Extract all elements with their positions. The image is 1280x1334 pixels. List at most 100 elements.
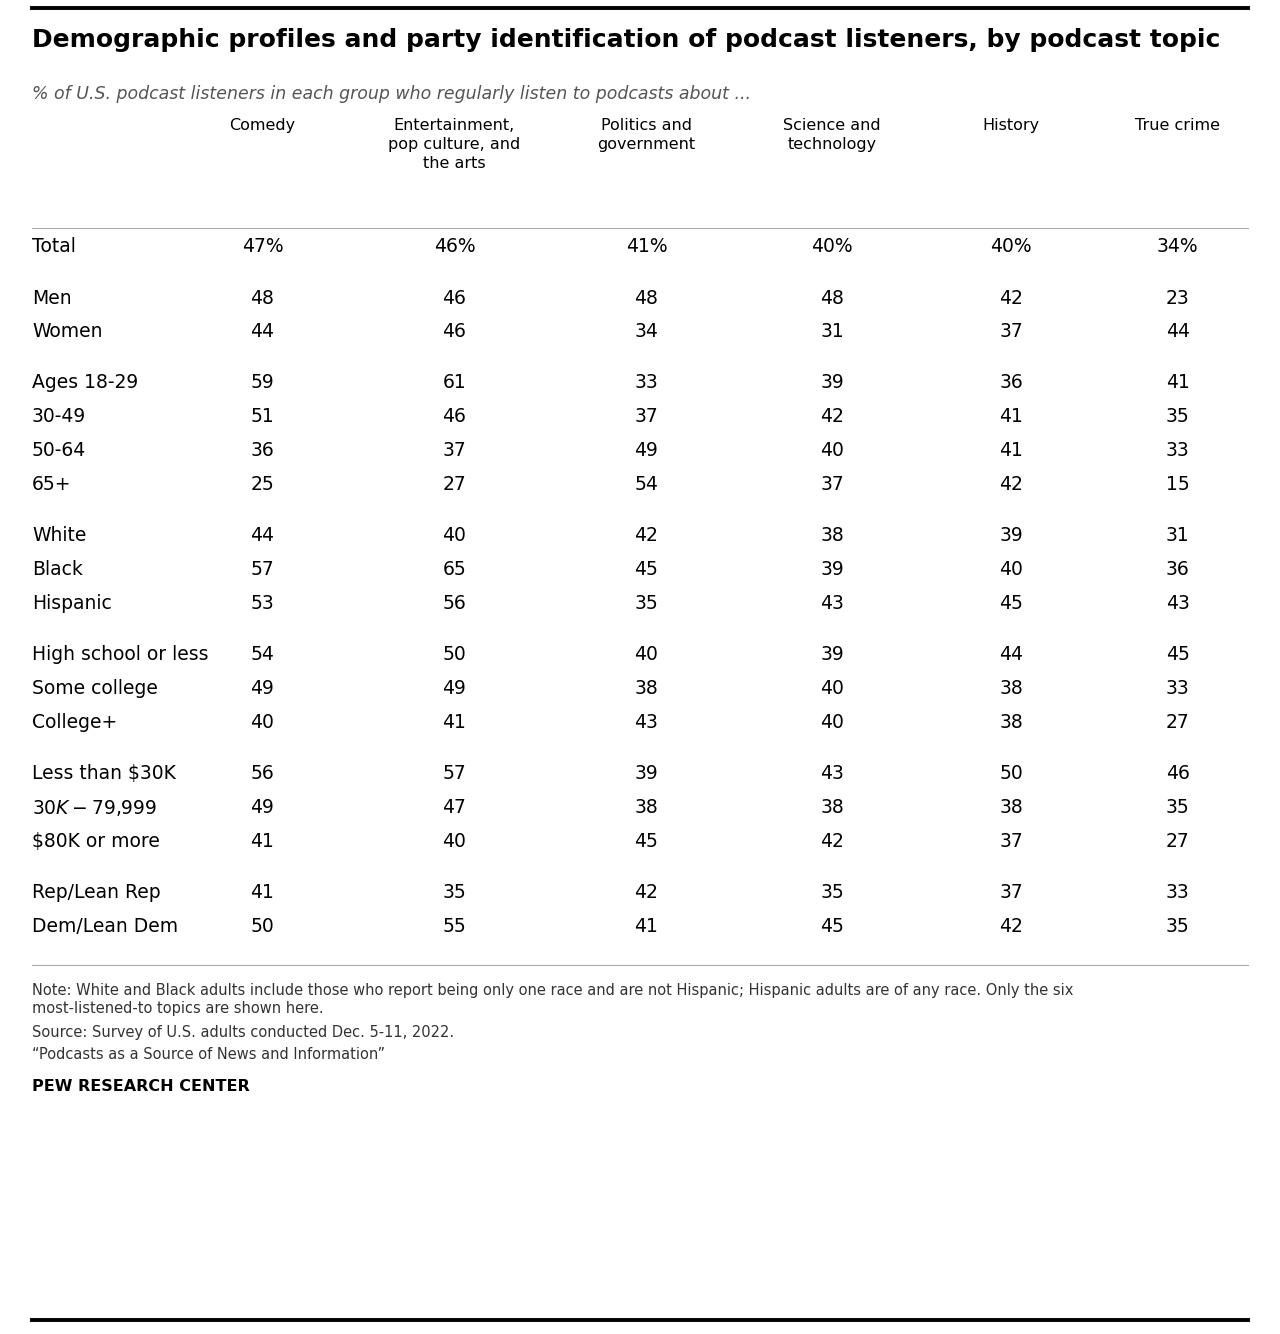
Text: 61: 61: [443, 374, 466, 392]
Text: 40: 40: [820, 714, 844, 732]
Text: 27: 27: [1166, 714, 1189, 732]
Text: 65+: 65+: [32, 475, 72, 495]
Text: 36: 36: [1166, 560, 1189, 579]
Text: 37: 37: [1000, 832, 1023, 851]
Text: 42: 42: [1000, 918, 1023, 936]
Text: 50: 50: [251, 918, 274, 936]
Text: 37: 37: [443, 442, 466, 460]
Text: 43: 43: [820, 595, 844, 614]
Text: 40%: 40%: [812, 237, 852, 256]
Text: Dem/Lean Dem: Dem/Lean Dem: [32, 918, 178, 936]
Text: White: White: [32, 527, 86, 546]
Text: 53: 53: [251, 595, 274, 614]
Text: 39: 39: [635, 764, 658, 783]
Text: 37: 37: [635, 407, 658, 427]
Text: 40: 40: [443, 832, 466, 851]
Text: 50: 50: [1000, 764, 1023, 783]
Text: 37: 37: [1000, 883, 1023, 903]
Text: 43: 43: [635, 714, 658, 732]
Text: 39: 39: [820, 646, 844, 664]
Text: 40: 40: [820, 679, 844, 699]
Text: 41: 41: [1166, 374, 1189, 392]
Text: 27: 27: [1166, 832, 1189, 851]
Text: 38: 38: [635, 799, 658, 818]
Text: 40%: 40%: [991, 237, 1032, 256]
Text: 41: 41: [251, 883, 274, 903]
Text: College+: College+: [32, 714, 118, 732]
Text: PEW RESEARCH CENTER: PEW RESEARCH CENTER: [32, 1079, 250, 1094]
Text: 25: 25: [251, 475, 274, 495]
Text: 38: 38: [1000, 714, 1023, 732]
Text: True crime: True crime: [1135, 117, 1220, 133]
Text: Demographic profiles and party identification of podcast listeners, by podcast t: Demographic profiles and party identific…: [32, 28, 1220, 52]
Text: 33: 33: [1166, 442, 1189, 460]
Text: 44: 44: [1000, 646, 1023, 664]
Text: Hispanic: Hispanic: [32, 595, 111, 614]
Text: 35: 35: [1166, 799, 1189, 818]
Text: Politics and
government: Politics and government: [598, 117, 695, 152]
Text: 38: 38: [1000, 679, 1023, 699]
Text: Comedy: Comedy: [229, 117, 296, 133]
Text: 49: 49: [251, 679, 274, 699]
Text: 40: 40: [1000, 560, 1023, 579]
Text: 34: 34: [635, 323, 658, 342]
Text: 44: 44: [251, 527, 274, 546]
Text: 48: 48: [635, 288, 658, 308]
Text: 37: 37: [820, 475, 844, 495]
Text: 38: 38: [820, 799, 844, 818]
Text: 41: 41: [635, 918, 658, 936]
Text: 27: 27: [443, 475, 466, 495]
Text: 49: 49: [251, 799, 274, 818]
Text: 35: 35: [635, 595, 658, 614]
Text: 41: 41: [443, 714, 466, 732]
Text: 45: 45: [1000, 595, 1023, 614]
Text: 50-64: 50-64: [32, 442, 86, 460]
Text: 57: 57: [251, 560, 274, 579]
Text: 48: 48: [251, 288, 274, 308]
Text: 39: 39: [820, 560, 844, 579]
Text: most-listened-to topics are shown here.: most-listened-to topics are shown here.: [32, 1000, 324, 1017]
Text: 46: 46: [1166, 764, 1189, 783]
Text: Black: Black: [32, 560, 83, 579]
Text: 55: 55: [443, 918, 466, 936]
Text: 42: 42: [635, 883, 658, 903]
Text: 41: 41: [251, 832, 274, 851]
Text: Women: Women: [32, 323, 102, 342]
Text: 42: 42: [1000, 475, 1023, 495]
Text: 49: 49: [443, 679, 466, 699]
Text: 36: 36: [1000, 374, 1023, 392]
Text: 49: 49: [635, 442, 658, 460]
Text: 42: 42: [820, 832, 844, 851]
Text: 35: 35: [443, 883, 466, 903]
Text: Total: Total: [32, 237, 76, 256]
Text: 46: 46: [443, 323, 466, 342]
Text: 51: 51: [251, 407, 274, 427]
Text: 44: 44: [1166, 323, 1189, 342]
Text: 40: 40: [251, 714, 274, 732]
Text: 42: 42: [820, 407, 844, 427]
Text: 31: 31: [820, 323, 844, 342]
Text: % of U.S. podcast listeners in each group who regularly listen to podcasts about: % of U.S. podcast listeners in each grou…: [32, 85, 751, 103]
Text: 46: 46: [443, 288, 466, 308]
Text: Note: White and Black adults include those who report being only one race and ar: Note: White and Black adults include tho…: [32, 983, 1074, 998]
Text: High school or less: High school or less: [32, 646, 209, 664]
Text: Ages 18-29: Ages 18-29: [32, 374, 138, 392]
Text: 54: 54: [635, 475, 658, 495]
Text: 43: 43: [820, 764, 844, 783]
Text: 59: 59: [251, 374, 274, 392]
Text: 46%: 46%: [434, 237, 475, 256]
Text: 45: 45: [820, 918, 844, 936]
Text: 15: 15: [1166, 475, 1189, 495]
Text: 37: 37: [1000, 323, 1023, 342]
Text: 41%: 41%: [626, 237, 667, 256]
Text: Science and
technology: Science and technology: [783, 117, 881, 152]
Text: 36: 36: [251, 442, 274, 460]
Text: 41: 41: [1000, 442, 1023, 460]
Text: 40: 40: [820, 442, 844, 460]
Text: 35: 35: [820, 883, 844, 903]
Text: History: History: [983, 117, 1039, 133]
Text: 33: 33: [1166, 883, 1189, 903]
Text: 56: 56: [443, 595, 466, 614]
Text: 54: 54: [251, 646, 274, 664]
Text: Rep/Lean Rep: Rep/Lean Rep: [32, 883, 160, 903]
